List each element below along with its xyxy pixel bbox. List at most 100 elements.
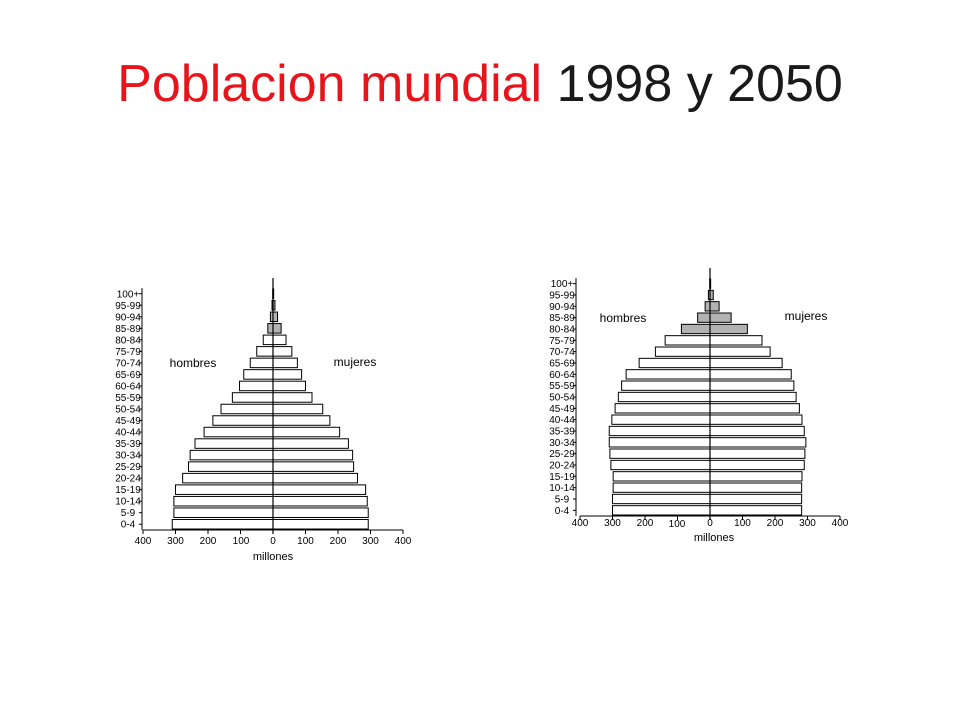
bar-hombres-65-69 [638, 357, 711, 369]
category-label: 100+ [117, 289, 140, 300]
bar-hombres-10-14 [612, 482, 711, 493]
x-tick-label: 400 [572, 518, 589, 529]
bar-hombres-75-79 [664, 335, 711, 346]
x-tick-label: 200 [330, 536, 347, 547]
bar-hombres-85-89 [697, 312, 711, 323]
bar-mujeres-85-89 [709, 312, 732, 323]
x-axis-label: millones [694, 532, 735, 544]
bar-mujeres-75-79 [709, 335, 763, 346]
bar-hombres-15-19 [612, 471, 711, 482]
bar-hombres-70-74 [654, 346, 711, 357]
category-label: 15-19 [115, 485, 141, 496]
bar-hombres-25-29 [609, 448, 711, 459]
category-label: 20-24 [115, 474, 141, 485]
bar-mujeres-45-49 [709, 403, 800, 414]
bar-hombres-55-59 [621, 380, 711, 391]
category-label: 75-79 [115, 347, 141, 358]
bar-hombres-5-9 [612, 493, 711, 505]
x-tick-label: 300 [167, 536, 184, 547]
x-tick-label-offset: 100 [233, 536, 250, 547]
category-label: 70-74 [115, 358, 141, 369]
bar-hombres-20-24 [610, 459, 711, 471]
x-tick-label: 100 [297, 536, 314, 547]
title-red-part: Poblacion mundial [117, 55, 543, 113]
category-label: 40-44 [115, 428, 141, 439]
category-label: 45-49 [549, 404, 575, 415]
category-label: 85-89 [549, 313, 575, 324]
category-label: 45-49 [115, 416, 141, 427]
category-label: 5-9 [555, 495, 570, 506]
category-label: 60-64 [115, 381, 141, 392]
x-tick-label: 300 [362, 536, 379, 547]
bar-hombres-90-94 [704, 301, 711, 312]
bar-mujeres-50-54 [709, 391, 797, 403]
category-label: 25-29 [115, 462, 141, 473]
x-tick-label: 400 [395, 536, 412, 547]
series-label-hombres: hombres [170, 356, 217, 370]
category-label: 35-39 [115, 439, 141, 450]
bar-mujeres-70-74 [709, 346, 771, 357]
bar-mujeres-80-84 [709, 323, 748, 335]
category-label: 50-54 [115, 405, 141, 416]
bar-mujeres-35-39 [709, 425, 805, 437]
x-tick-label: 200 [200, 536, 217, 547]
bar-mujeres-90-94 [709, 301, 720, 312]
bar-hombres-0-4 [612, 505, 711, 516]
bar-mujeres-65-69 [709, 357, 783, 369]
category-label: 10-14 [549, 483, 575, 494]
x-tick-label: 400 [832, 518, 849, 529]
category-label: 80-84 [115, 335, 141, 346]
category-label: 90-94 [549, 302, 575, 313]
category-label: 60-64 [549, 370, 575, 381]
category-label: 10-14 [115, 497, 141, 508]
x-tick-label: 0 [270, 536, 276, 547]
x-tick-label: 300 [799, 518, 816, 529]
bar-mujeres-40-44 [709, 414, 803, 425]
series-label-mujeres: mujeres [334, 355, 377, 369]
category-label: 70-74 [549, 347, 575, 358]
category-label: 95-99 [549, 291, 575, 302]
category-label: 85-89 [115, 324, 141, 335]
series-label-hombres: hombres [600, 311, 647, 325]
category-label: 35-39 [549, 427, 575, 438]
x-axis-label: millones [253, 551, 294, 563]
category-label: 100+ [551, 279, 574, 290]
category-label: 15-19 [549, 472, 575, 483]
slide-title: Poblacion mundial 1998 y 2050 [0, 58, 960, 110]
category-label: 55-59 [549, 381, 575, 392]
title-black-part: 1998 y 2050 [556, 55, 843, 113]
x-tick-label: 0 [707, 518, 713, 529]
bar-hombres-35-39 [608, 425, 711, 437]
category-label: 90-94 [115, 312, 141, 323]
category-label: 5-9 [121, 508, 136, 519]
category-label: 55-59 [115, 393, 141, 404]
x-tick-label: 200 [767, 518, 784, 529]
category-label: 65-69 [549, 359, 575, 370]
category-label: 80-84 [549, 325, 575, 336]
bar-hombres-45-49 [614, 403, 711, 414]
bar-mujeres-5-9 [709, 493, 803, 505]
category-label: 65-69 [115, 370, 141, 381]
bar-mujeres-25-29 [709, 448, 806, 459]
bar-hombres-50-54 [617, 391, 711, 403]
x-tick-label: 200 [637, 518, 654, 529]
series-label-mujeres: mujeres [785, 309, 828, 323]
category-label: 0-4 [121, 520, 136, 531]
category-label: 75-79 [549, 336, 575, 347]
x-tick-label-offset: 100 [669, 519, 686, 530]
bar-mujeres-10-14 [709, 482, 803, 493]
category-label: 95-99 [115, 301, 141, 312]
bar-hombres-40-44 [611, 414, 711, 425]
bar-mujeres-0-4 [709, 505, 803, 516]
bar-mujeres-55-59 [709, 380, 795, 391]
bar-mujeres-20-24 [709, 459, 805, 471]
bar-mujeres-60-64 [709, 369, 792, 380]
bar-mujeres-30-34 [709, 437, 807, 448]
bar-hombres-60-64 [625, 369, 711, 380]
category-label: 25-29 [549, 449, 575, 460]
x-tick-label: 400 [135, 536, 152, 547]
category-label: 20-24 [549, 461, 575, 472]
category-label: 30-34 [549, 438, 575, 449]
bar-mujeres-15-19 [709, 471, 803, 482]
